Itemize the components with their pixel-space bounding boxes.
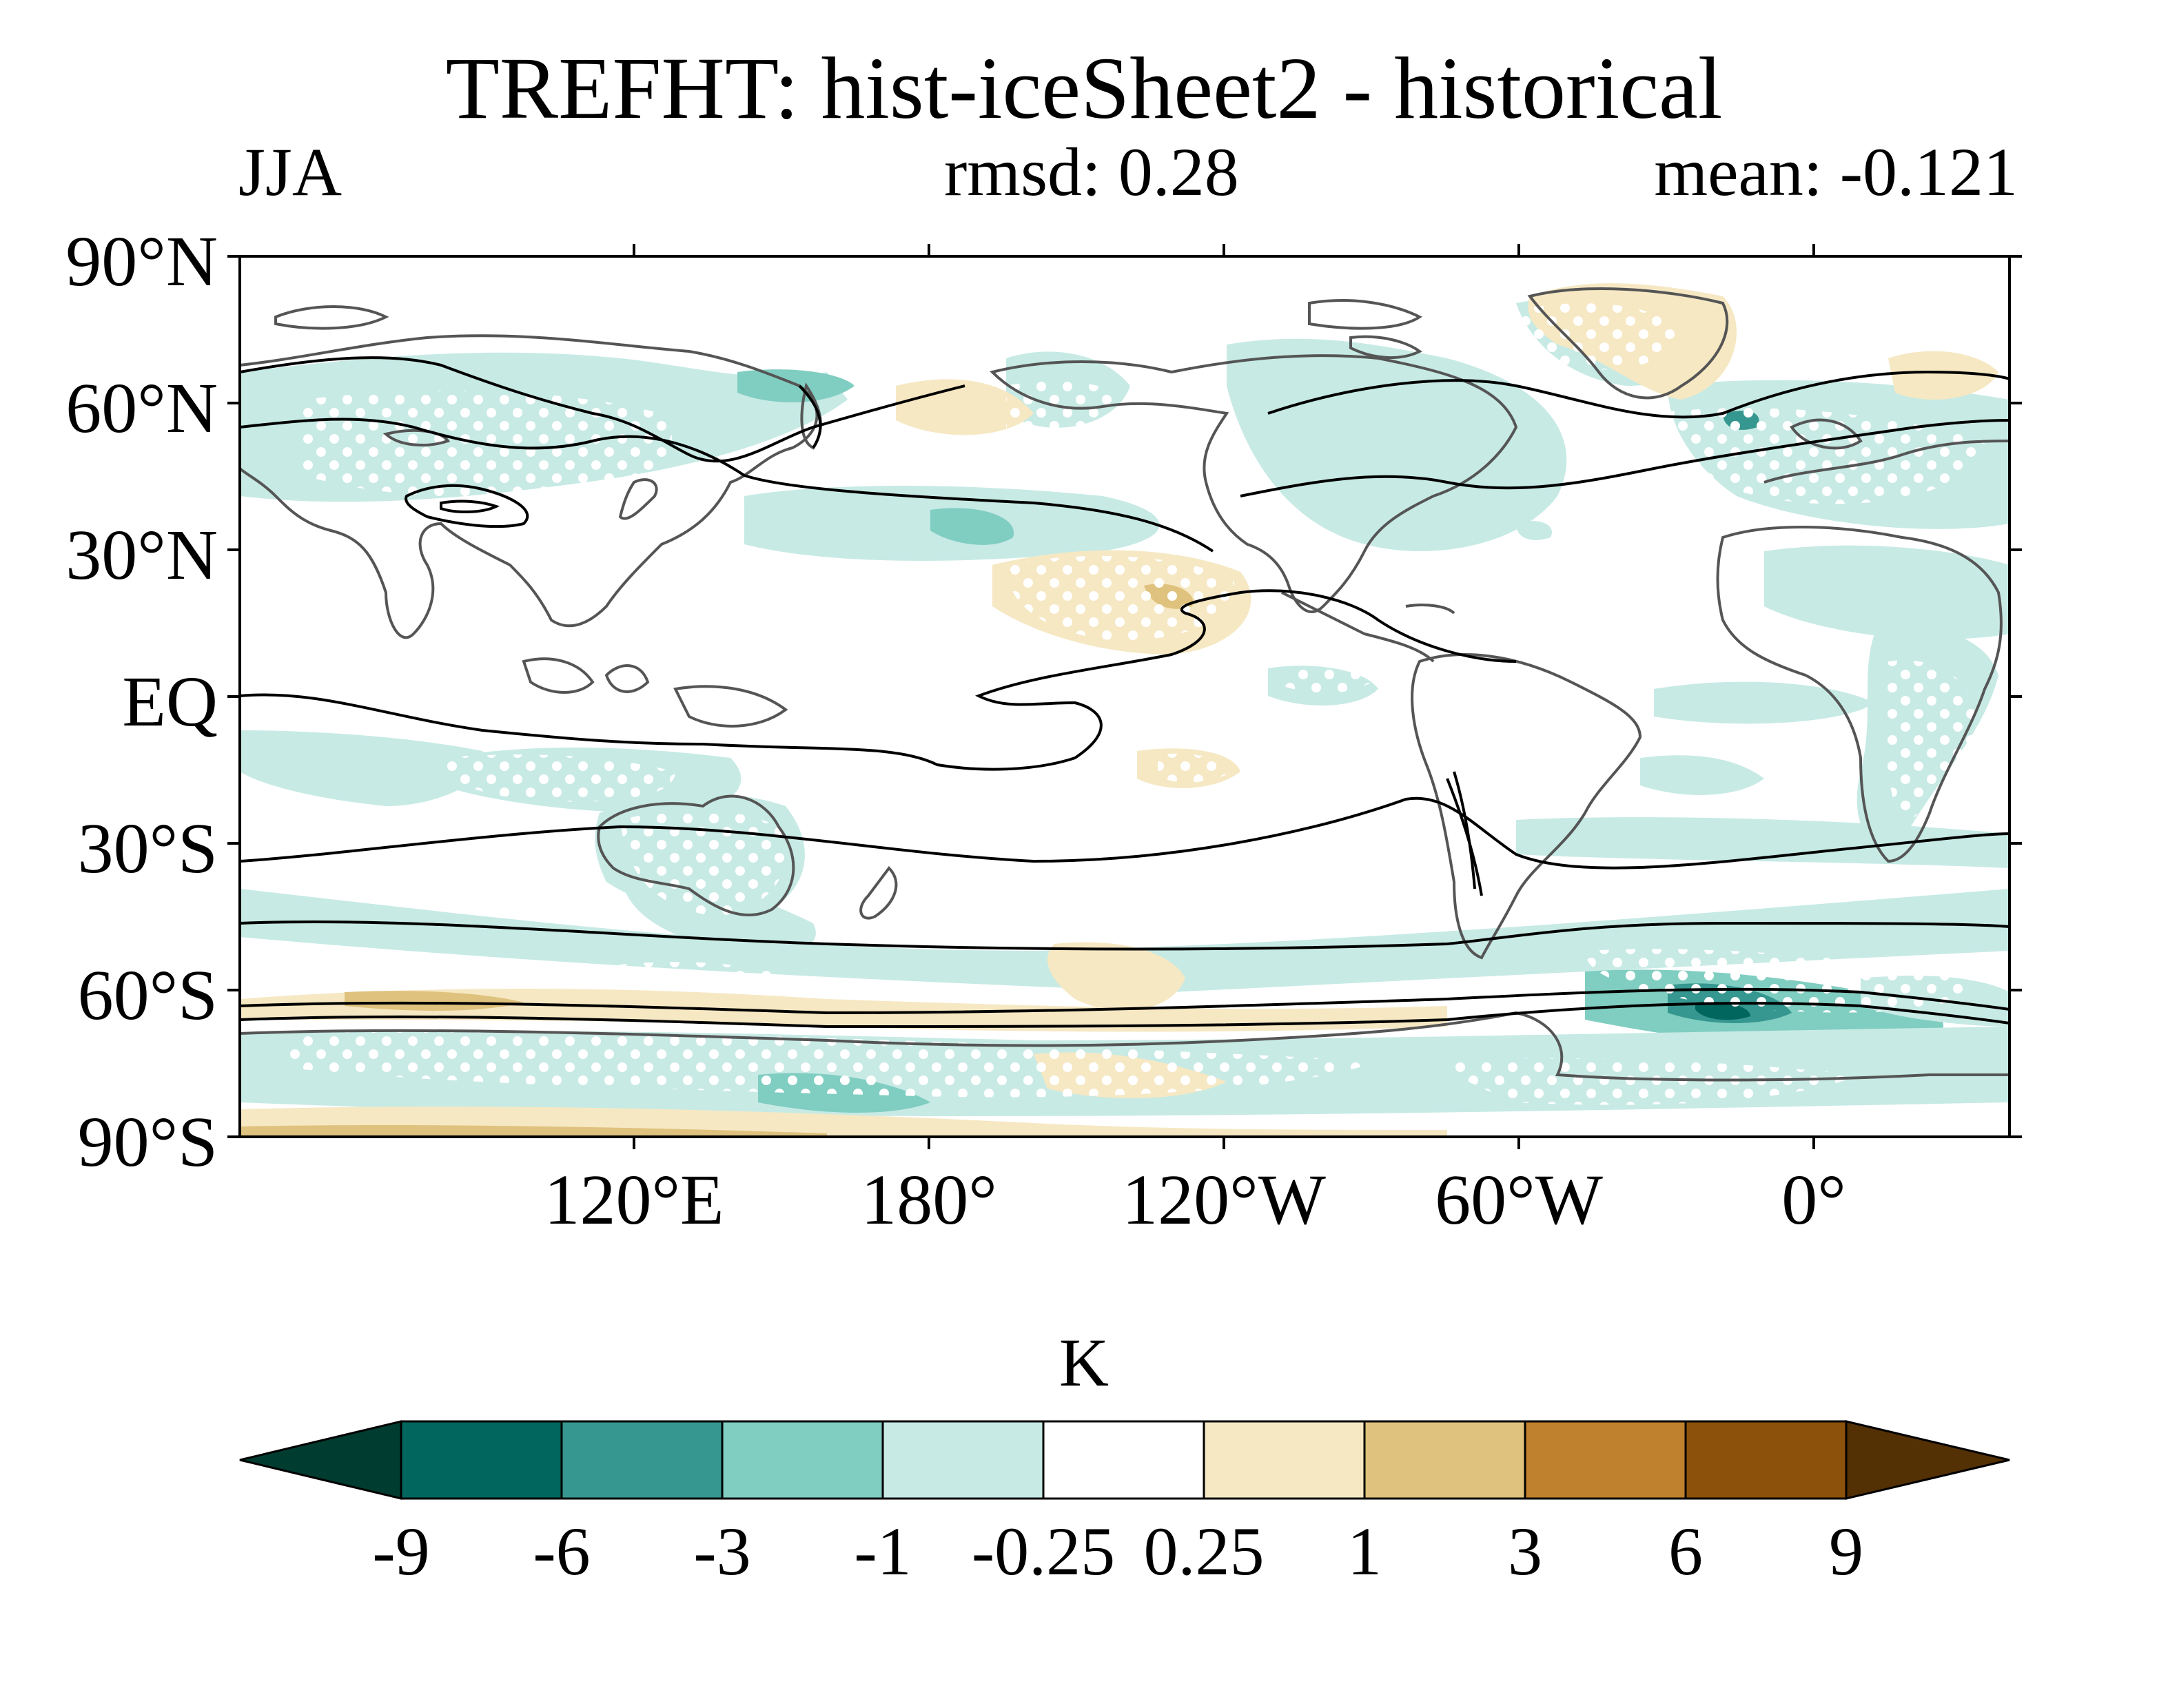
lat-label-90n: 90°N xyxy=(65,222,218,301)
coastlines xyxy=(240,287,2010,1082)
colorbar-tick-label: 1 xyxy=(1347,1513,1382,1589)
colorbar xyxy=(239,1420,2010,1500)
colorbar-tick-label: 6 xyxy=(1668,1513,1703,1589)
map-field xyxy=(240,283,2010,1137)
colorbar-unit: K xyxy=(1059,1324,1109,1401)
lat-label-eq: EQ xyxy=(122,662,218,741)
axis-ticks xyxy=(227,244,2022,1149)
significance-stippling xyxy=(289,303,1985,1105)
lon-label-120e: 120°E xyxy=(544,1160,724,1239)
lat-label-60n: 60°N xyxy=(65,369,218,448)
colorbar-tick-label: -9 xyxy=(372,1513,430,1589)
lat-label-30n: 30°N xyxy=(65,515,218,595)
lon-label-180: 180° xyxy=(861,1160,997,1239)
rmsd-label: rmsd: 0.28 xyxy=(944,134,1239,210)
plot-title: TREFHT: hist-iceSheet2 - historical xyxy=(445,39,1723,137)
lat-label-60s: 60°S xyxy=(77,956,218,1035)
colorbar-extend-low xyxy=(239,1420,402,1500)
colorbar-tick-label: 9 xyxy=(1829,1513,1863,1589)
colorbar-tick-label: -3 xyxy=(693,1513,751,1589)
season-label: JJA xyxy=(238,134,342,210)
colorbar-tick-label: -1 xyxy=(854,1513,912,1589)
lon-label-120w: 120°W xyxy=(1122,1160,1326,1239)
colorbar-tick-label: -0.25 xyxy=(971,1513,1116,1589)
lon-label-60w: 60°W xyxy=(1435,1160,1603,1239)
lat-label-30s: 30°S xyxy=(77,809,218,888)
colorbar-tick-label: 3 xyxy=(1508,1513,1542,1589)
colorbar-tick-label: 0.25 xyxy=(1143,1513,1265,1589)
lon-label-0: 0° xyxy=(1781,1160,1846,1239)
lat-label-90s: 90°S xyxy=(77,1102,218,1182)
colorbar-extend-high xyxy=(1845,1420,2010,1500)
climatology-contours xyxy=(240,356,2010,1029)
colorbar-tick-label: -6 xyxy=(533,1513,591,1589)
mean-label: mean: -0.121 xyxy=(1654,134,2018,210)
